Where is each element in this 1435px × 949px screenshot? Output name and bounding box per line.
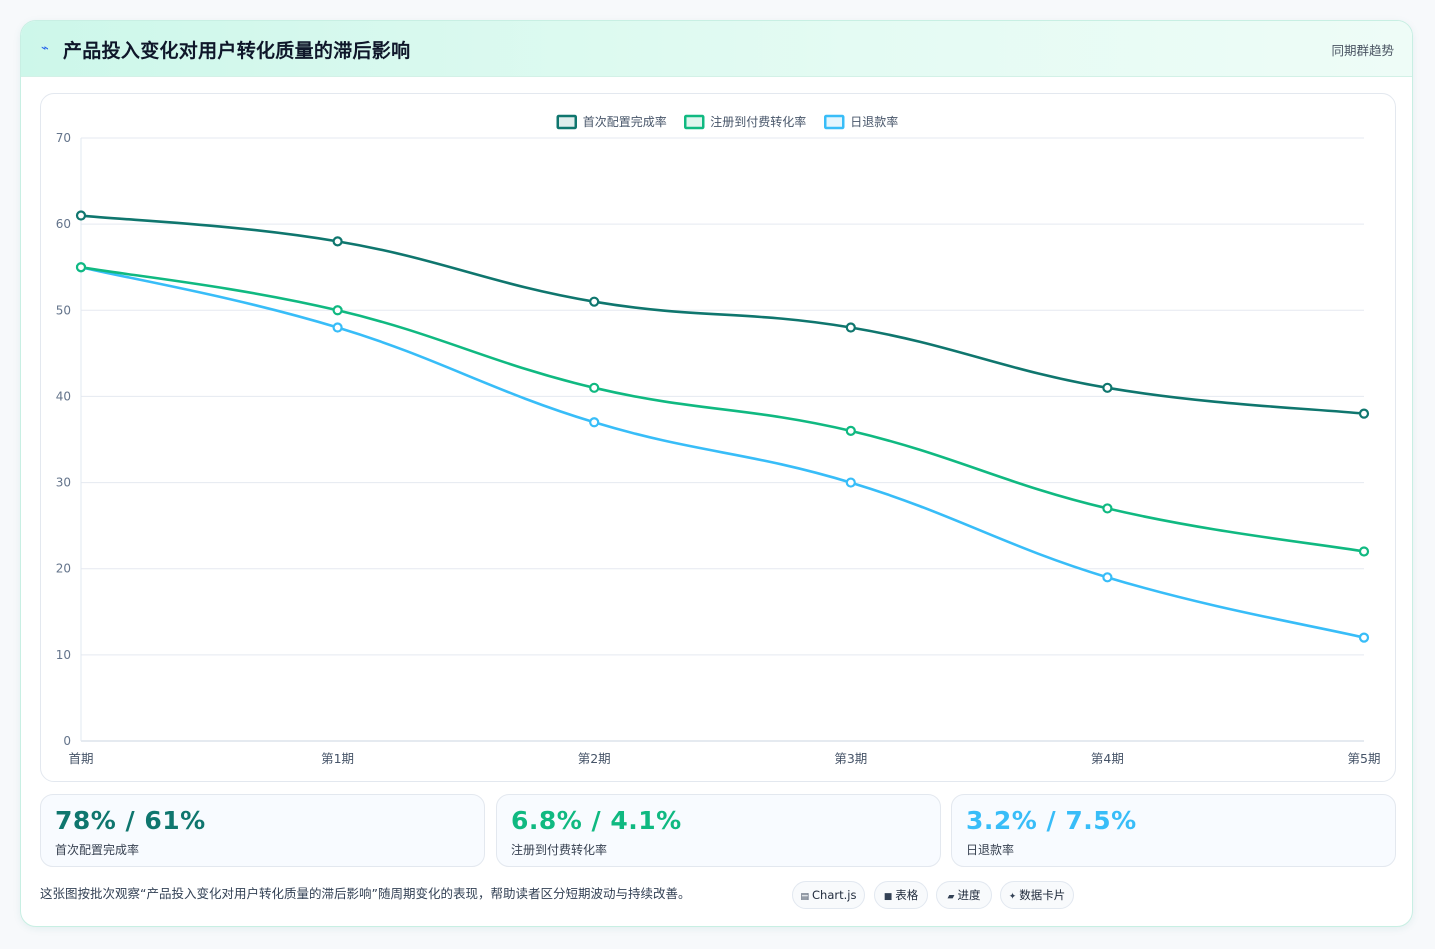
stat-card-3: 3.2% / 7.5% 日退款率 bbox=[951, 794, 1396, 867]
series-line bbox=[79, 265, 1366, 639]
y-tick-label: 50 bbox=[56, 303, 71, 317]
tag-table[interactable]: ■ 表格 bbox=[874, 881, 928, 909]
stat-value: 6.8% / 4.1% bbox=[511, 806, 682, 835]
y-tick-label: 20 bbox=[56, 562, 71, 576]
footer-description: 这张图按批次观察“产品投入变化对用户转化质量的滞后影响”随周期变化的表现，帮助读… bbox=[40, 886, 691, 901]
data-point bbox=[1358, 408, 1370, 419]
x-tick-label: 第4期 bbox=[1091, 751, 1124, 766]
y-tick-label: 30 bbox=[56, 476, 71, 490]
x-tick-label: 首期 bbox=[68, 751, 93, 766]
data-point bbox=[75, 210, 87, 221]
table-icon: ■ bbox=[883, 892, 893, 902]
legend-label: 注册到付费转化率 bbox=[710, 114, 806, 129]
stat-card-1: 78% / 61% 首次配置完成率 bbox=[40, 794, 485, 867]
data-point bbox=[845, 425, 856, 436]
data-point bbox=[1102, 503, 1113, 514]
x-tick-label: 第5期 bbox=[1348, 751, 1381, 766]
chart-icon: ▤ bbox=[800, 892, 810, 902]
legend-swatch bbox=[824, 114, 845, 130]
data-point bbox=[332, 305, 343, 316]
stat-value: 78% / 61% bbox=[55, 806, 206, 835]
y-tick-label: 40 bbox=[56, 389, 71, 403]
header-subtitle: 同期群趋势 bbox=[1331, 43, 1394, 58]
legend-label: 日退款率 bbox=[850, 114, 898, 129]
y-tick-label: 70 bbox=[56, 131, 71, 145]
data-point bbox=[1358, 546, 1370, 557]
stat-value: 3.2% / 7.5% bbox=[966, 806, 1137, 835]
data-point bbox=[75, 262, 87, 273]
chart-panel: 0 10 20 30 40 50 60 70 首期 第1期 第2期 第3期 第4期 第5期 首次配置完成率 注… bbox=[40, 93, 1396, 782]
progress-icon: ▰ bbox=[947, 892, 955, 902]
tag-label: 数据卡片 bbox=[1019, 888, 1066, 902]
data-point bbox=[332, 322, 343, 333]
data-point bbox=[1102, 572, 1113, 583]
legend-label: 首次配置完成率 bbox=[583, 114, 667, 129]
sparkle-icon: ✦ bbox=[1008, 892, 1017, 902]
tag-label: Chart.js bbox=[812, 888, 857, 902]
x-tick-label: 第1期 bbox=[321, 751, 354, 766]
x-tick-label: 第3期 bbox=[834, 751, 867, 766]
stat-label: 注册到付费转化率 bbox=[511, 843, 608, 857]
chart-card: ⌁ 产品投入变化对用户转化质量的滞后影响 同期群趋势 0 10 20 30 40 50 60… bbox=[20, 20, 1413, 927]
data-point bbox=[332, 236, 343, 247]
tag-data-card[interactable]: ✦ 数据卡片 bbox=[1000, 881, 1074, 909]
page-title: 产品投入变化对用户转化质量的滞后影响 bbox=[63, 40, 411, 62]
data-point bbox=[845, 322, 856, 333]
data-point bbox=[589, 296, 600, 307]
data-point bbox=[589, 382, 600, 393]
legend-swatch bbox=[684, 114, 705, 130]
data-point bbox=[1102, 382, 1113, 393]
legend-swatch bbox=[556, 114, 577, 130]
stat-label: 日退款率 bbox=[966, 843, 1015, 857]
tag-progress[interactable]: ▰ 进度 bbox=[936, 881, 992, 909]
series-line bbox=[79, 265, 1366, 553]
tag-chartjs[interactable]: ▤ Chart.js bbox=[792, 881, 865, 909]
x-tick-label: 第2期 bbox=[578, 751, 611, 766]
data-point bbox=[589, 417, 600, 428]
y-tick-label: 60 bbox=[56, 217, 71, 231]
series-line bbox=[79, 214, 1366, 415]
y-tick-label: 0 bbox=[63, 734, 71, 748]
data-point bbox=[1358, 632, 1370, 643]
stat-card-2: 6.8% / 4.1% 注册到付费转化率 bbox=[496, 794, 941, 867]
lightning-icon: ⌁ bbox=[41, 41, 49, 56]
line-chart: 0 10 20 30 40 50 60 70 首期 第1期 第2期 第3期 第4期 第5期 首次配置完成率 注… bbox=[56, 114, 1381, 766]
card-header: ⌁ 产品投入变化对用户转化质量的滞后影响 同期群趋势 bbox=[21, 21, 1412, 77]
y-tick-label: 10 bbox=[56, 648, 71, 662]
tag-label: 进度 bbox=[957, 888, 981, 902]
stat-label: 首次配置完成率 bbox=[55, 843, 140, 857]
data-point bbox=[845, 477, 856, 488]
tag-label: 表格 bbox=[895, 888, 919, 902]
